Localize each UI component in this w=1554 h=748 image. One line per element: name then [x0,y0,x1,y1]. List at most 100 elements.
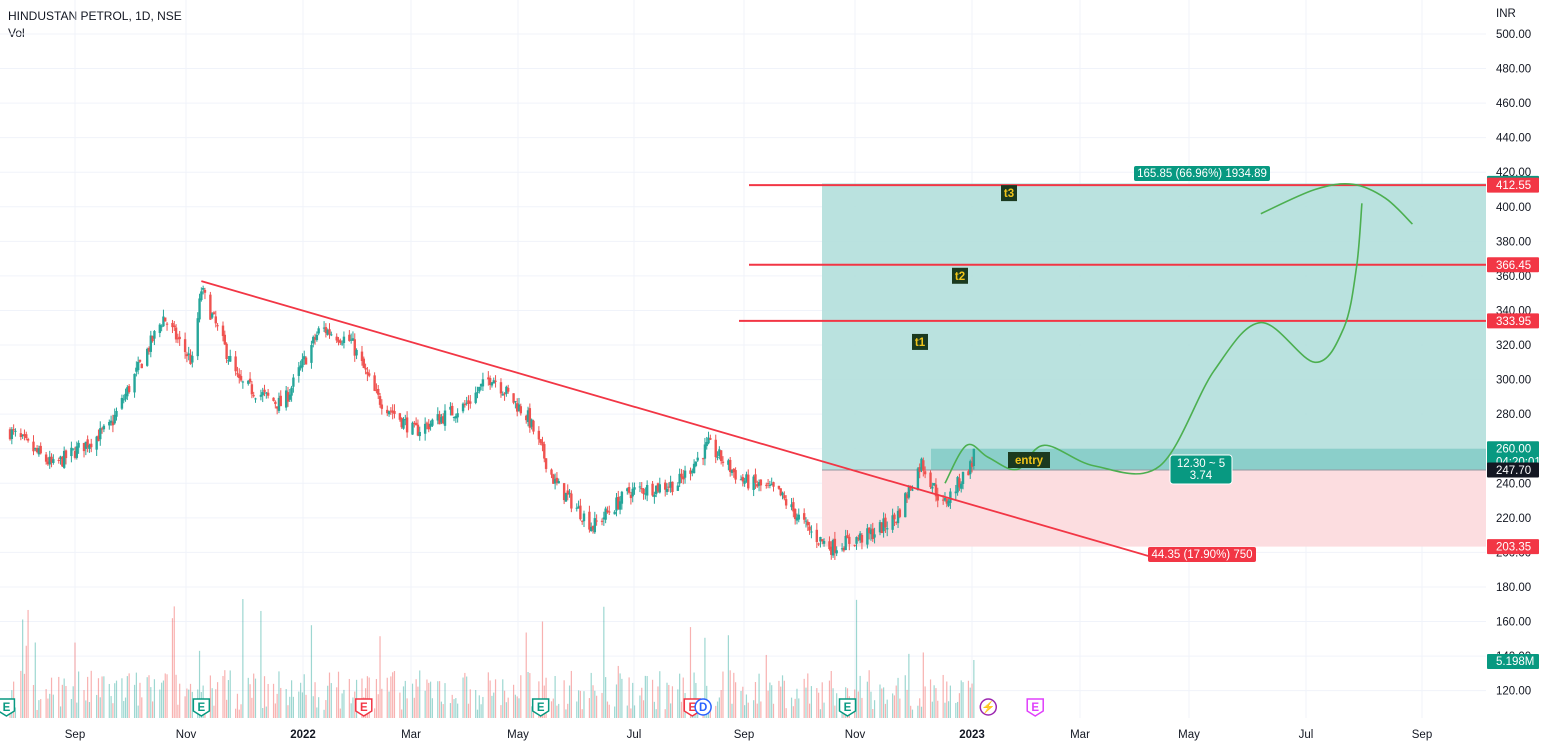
volume-bar [742,686,744,718]
volume-bar [101,676,103,718]
candle [613,511,616,515]
volume-bar [680,701,683,718]
candle [292,377,295,387]
candle [322,327,326,329]
event-marker[interactable] [979,698,998,716]
candle [82,442,86,452]
candle [651,483,654,496]
volume-bar [388,691,390,718]
volume-bar [476,709,479,718]
event-marker[interactable] [192,698,211,717]
candle [301,359,304,368]
volume-bar [794,698,796,718]
candle [241,381,245,383]
candle [303,356,306,360]
volume-bar [159,689,161,718]
candle [934,484,938,497]
candle [795,517,799,521]
candle [528,408,532,428]
volume-bar [88,702,91,718]
candle [324,327,328,334]
volume-bar [646,676,648,718]
candle [718,449,721,456]
volume-bar [90,670,92,718]
event-marker[interactable] [531,698,550,717]
volume-bar [579,690,581,718]
candle [191,355,194,363]
event-marker[interactable] [355,698,373,717]
candle [552,474,555,484]
volume-bar [411,683,414,718]
candle [577,506,580,509]
candle [171,322,174,328]
volume-bar [186,688,188,718]
candle [90,443,93,448]
volume-bar [955,702,957,718]
candle [967,471,970,476]
volume-bar [61,684,63,718]
candle [514,401,517,403]
volume-bar [567,703,569,718]
volume-bar [919,698,921,718]
event-marker[interactable] [0,698,16,717]
candle [570,493,573,509]
candle [488,378,492,386]
candle [705,442,708,447]
candle [404,419,407,421]
candle [351,338,355,341]
candle [949,491,952,503]
event-letter: E [1031,702,1039,714]
candle [198,298,201,320]
volume-bar [478,695,480,718]
candle [739,479,743,481]
candle [831,540,835,556]
candle [689,470,692,474]
candle [936,494,939,501]
volume-bar [897,677,899,718]
event-marker[interactable] [694,698,712,716]
volume-bar [796,688,798,718]
volume-bar [545,677,547,718]
event-marker[interactable] [838,698,857,717]
volume-bar [14,707,17,718]
candle [918,467,921,472]
loss-label: 44.35 (17.90%) 750 [1151,549,1252,561]
candle [88,445,91,449]
event-marker[interactable] [1026,698,1044,717]
volume-bar [32,684,35,718]
volume-bar [507,697,509,718]
level-label-t3: t3 [1004,188,1014,200]
volume-bar [819,709,822,718]
candle [340,343,344,345]
candle [454,416,458,419]
candle [929,472,932,488]
candle [754,474,757,483]
x-tick-label: Jul [1299,729,1314,741]
candle [781,492,784,496]
volume-bar [34,642,36,718]
volume-bar [639,695,641,718]
candle [494,380,497,382]
candle [158,324,162,333]
volume-bar [254,678,257,718]
volume-bar [173,606,175,718]
candle [961,471,965,484]
volume-bar [440,701,442,718]
candle [461,403,465,412]
volume-bar [390,676,392,718]
candle [86,439,89,448]
volume-bar [518,698,520,718]
candle [50,456,53,463]
candle [299,365,302,369]
candle [416,424,420,436]
candle [768,484,772,486]
level-label-t2: t2 [955,271,965,283]
candle [100,428,104,430]
candle [557,481,560,484]
candle [425,422,429,424]
y-tick-label: 160.00 [1496,617,1531,629]
volume-bar [462,677,464,718]
volume-bar [614,706,616,718]
candle [797,514,800,520]
